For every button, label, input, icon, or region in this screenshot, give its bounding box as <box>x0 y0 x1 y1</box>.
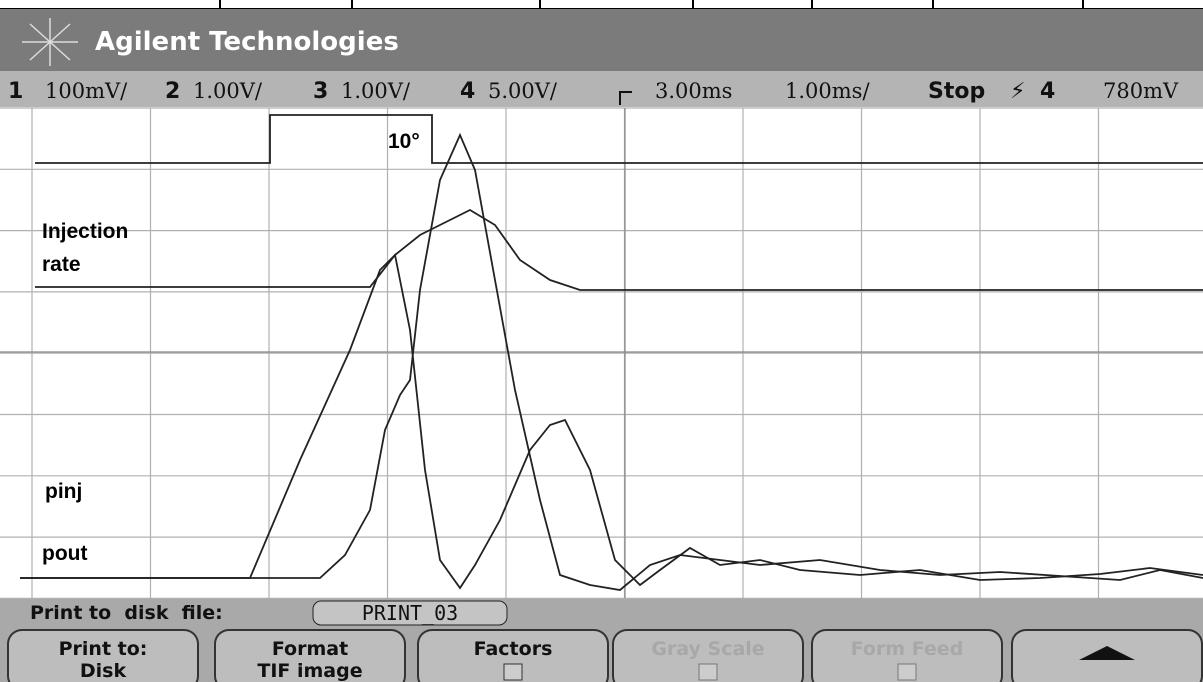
annotation: 10° <box>388 130 420 153</box>
softkey-label: Disk <box>80 660 127 682</box>
checkbox <box>897 663 917 681</box>
status-item: 4 <box>460 79 475 104</box>
status-item: 3 <box>313 79 328 104</box>
logo <box>22 18 78 66</box>
status-item: 3.00ms <box>655 79 732 103</box>
status-item: 1.00V/ <box>193 79 263 103</box>
print-file[interactable]: PRINT_03 <box>362 601 458 625</box>
status-item: 2 <box>165 79 180 104</box>
status-item: 1.00V/ <box>341 79 411 103</box>
status-item: 1 <box>8 79 23 104</box>
status-item: 780mV <box>1103 79 1179 103</box>
delay-icon <box>619 91 632 105</box>
status-item: Stop <box>928 79 985 104</box>
softkey-label: Gray Scale <box>651 638 764 660</box>
softkey[interactable] <box>612 629 804 682</box>
softkey[interactable] <box>417 629 609 682</box>
softkey-label: Factors <box>474 638 553 660</box>
softkey[interactable] <box>811 629 1003 682</box>
annotation: Injection <box>42 220 128 243</box>
checkbox <box>503 663 523 681</box>
waveforms <box>20 114 1203 591</box>
softkey-label: Print to: <box>59 638 148 660</box>
status-item: 100mV/ <box>45 79 128 103</box>
softkey-label: Form Feed <box>851 638 964 660</box>
softkey-label: TIF image <box>257 660 362 682</box>
softkey[interactable] <box>7 629 199 682</box>
trigger-icon: ⚡ <box>1010 79 1025 104</box>
brand: Agilent Technologies <box>95 27 399 57</box>
status-item: 1.00ms/ <box>785 79 870 103</box>
arrow-icon <box>1079 646 1135 660</box>
status-item: 5.00V/ <box>488 79 558 103</box>
annotation: pout <box>42 542 87 565</box>
annotation: rate <box>42 253 81 276</box>
softkey[interactable] <box>214 629 406 682</box>
annotation: pinj <box>45 480 82 503</box>
print-label: Print to disk file: <box>30 602 223 624</box>
softkey-label: Format <box>272 638 348 660</box>
status-item: 4 <box>1040 79 1055 104</box>
checkbox <box>698 663 718 681</box>
